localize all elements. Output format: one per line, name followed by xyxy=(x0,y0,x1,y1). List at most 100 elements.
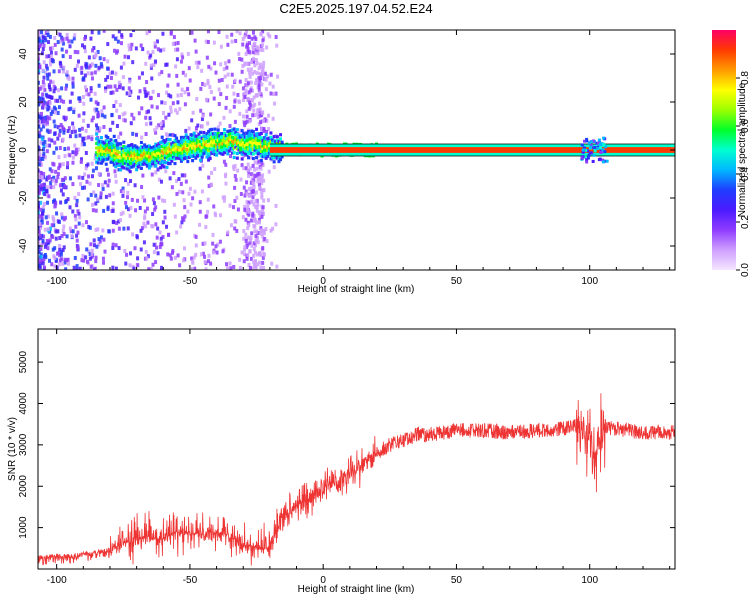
heatmap-cell xyxy=(249,67,253,72)
heatmap-cell xyxy=(139,247,143,252)
heatmap-cell xyxy=(46,33,50,38)
heatmap-cell xyxy=(130,165,134,169)
heatmap-cell xyxy=(242,252,246,257)
heatmap-cell xyxy=(182,217,186,222)
heatmap-cell xyxy=(233,78,237,83)
heatmap-cell xyxy=(106,157,110,161)
heatmap-cell xyxy=(170,185,174,190)
heatmap-cell xyxy=(167,161,171,166)
heatmap-cell xyxy=(234,142,238,147)
heatmap-cell xyxy=(79,157,83,162)
heatmap-cell xyxy=(260,189,264,194)
heatmap-cell xyxy=(262,118,266,123)
heatmap-cell xyxy=(155,158,159,163)
heatmap-cell xyxy=(229,223,233,228)
heatmap-cell xyxy=(189,202,193,207)
snr-x-tick-label: 100 xyxy=(581,575,598,586)
heatmap-cell xyxy=(88,256,92,261)
heatmap-cell xyxy=(256,112,260,117)
heatmap-cell xyxy=(167,153,171,158)
heatmap-cell xyxy=(251,211,255,216)
heatmap-cell xyxy=(208,142,212,146)
heatmap-cell xyxy=(53,140,57,145)
heatmap-cell xyxy=(107,145,111,150)
heatmap-cell xyxy=(113,84,117,89)
heatmap-cell xyxy=(160,154,164,158)
heatmap-cell xyxy=(112,144,116,148)
heatmap-cell xyxy=(218,137,222,141)
heatmap-cell xyxy=(259,158,263,163)
heatmap-cell xyxy=(65,165,69,170)
heatmap-cell xyxy=(95,141,99,146)
heatmap-cell xyxy=(155,144,159,148)
heatmap-cell xyxy=(48,94,52,99)
heatmap-cell xyxy=(53,131,57,136)
heatmap-cell xyxy=(38,191,40,196)
heatmap-cell xyxy=(249,218,253,223)
heatmap-cell xyxy=(114,99,118,104)
heatmap-cell xyxy=(153,44,157,49)
heatmap-cell xyxy=(199,153,203,158)
heatmap-cell xyxy=(218,121,222,126)
heatmap-cell xyxy=(205,147,209,151)
heatmap-cell xyxy=(104,89,108,94)
heatmap-cell xyxy=(146,144,150,148)
heatmap-cell xyxy=(197,143,201,147)
heatmap-cell xyxy=(45,30,49,33)
heatmap-cell xyxy=(585,160,589,164)
heatmap-cell xyxy=(157,157,161,162)
heatmap-cell xyxy=(194,243,198,248)
heatmap-cell xyxy=(152,160,156,164)
heatmap-cell xyxy=(94,100,98,105)
heatmap-cell xyxy=(184,140,188,145)
heatmap-cell xyxy=(81,175,85,180)
heatmap-cell xyxy=(76,50,80,55)
heatmap-cell xyxy=(229,266,233,270)
heatmap-cell xyxy=(184,179,188,184)
heatmap-cell xyxy=(130,42,134,47)
heatmap-cell xyxy=(49,181,53,186)
heatmap-cell xyxy=(235,132,239,137)
heatmap-cell xyxy=(115,146,119,150)
heatmap-cell xyxy=(262,231,266,236)
heatmap-cell xyxy=(96,110,100,115)
heatmap-cell xyxy=(152,152,156,156)
heatmap-cell xyxy=(47,72,51,77)
heatmap-cell xyxy=(251,104,255,109)
heatmap-cell xyxy=(119,142,123,146)
heatmap-cell xyxy=(159,161,163,166)
heatmap-cell xyxy=(98,157,102,161)
heatmap-cell xyxy=(224,172,228,177)
heatmap-cell xyxy=(117,246,121,251)
heatmap-cell xyxy=(191,146,195,150)
heatmap-cell xyxy=(201,251,205,256)
heatmap-cell xyxy=(272,165,276,170)
heatmap-cell xyxy=(111,157,115,161)
heatmap-cell xyxy=(248,265,252,270)
heatmap-cell xyxy=(96,157,100,161)
spectrogram-y-tick-label: 20 xyxy=(18,96,29,108)
heatmap-cell xyxy=(176,148,180,152)
heatmap-cell xyxy=(243,193,247,198)
heatmap-cell xyxy=(151,159,155,163)
heatmap-cell xyxy=(55,211,59,216)
heatmap-cell xyxy=(75,233,79,238)
heatmap-cell xyxy=(133,156,137,160)
heatmap-cell xyxy=(182,198,186,203)
heatmap-cell xyxy=(39,261,43,266)
heatmap-cell xyxy=(236,92,240,97)
heatmap-cell xyxy=(131,158,135,162)
heatmap-cell xyxy=(154,153,158,157)
heatmap-cell xyxy=(159,236,163,241)
heatmap-cell xyxy=(48,258,52,263)
heatmap-cell xyxy=(253,141,257,145)
heatmap-cell xyxy=(119,41,123,46)
heatmap-cell xyxy=(261,173,265,178)
heatmap-cell xyxy=(90,254,94,259)
heatmap-cell xyxy=(137,95,141,100)
snr-y-tick-label: 4000 xyxy=(18,392,29,415)
heatmap-cell xyxy=(90,248,94,253)
heatmap-cell xyxy=(101,146,105,150)
heatmap-cell xyxy=(229,140,233,145)
heatmap-cell xyxy=(150,104,154,109)
